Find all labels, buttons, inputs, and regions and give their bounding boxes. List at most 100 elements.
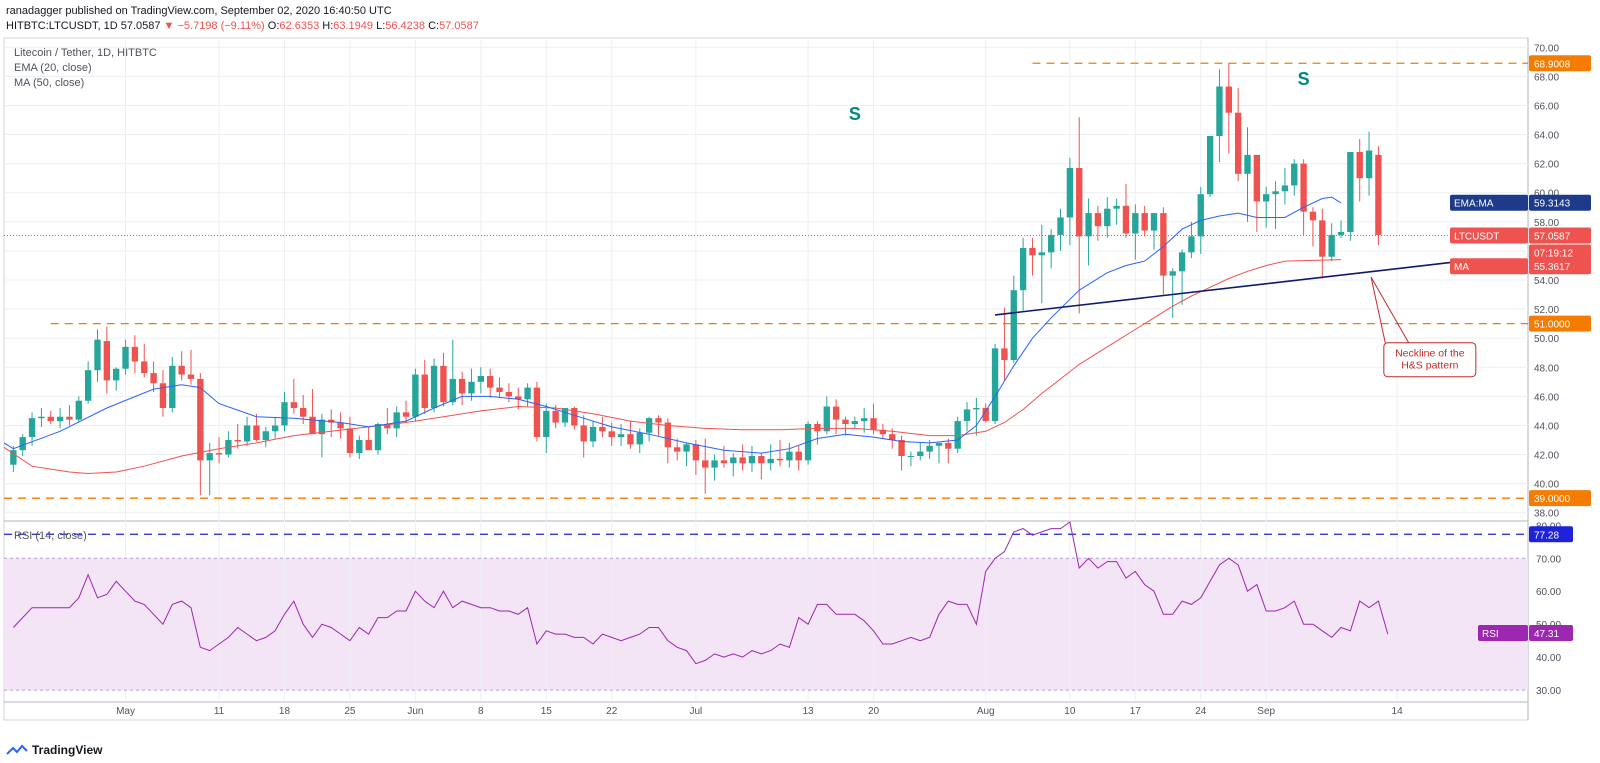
- candle-body: [234, 440, 241, 442]
- publish-line: ranadagger published on TradingView.com,…: [6, 5, 392, 17]
- candle-body: [131, 346, 139, 362]
- candle-body: [1038, 252, 1045, 256]
- rsi-legend[interactable]: RSI (14, close): [14, 530, 87, 542]
- level-tag-text: 68.9008: [1534, 59, 1571, 70]
- candle-body: [627, 434, 634, 445]
- candle-body: [683, 444, 690, 452]
- ma-tag-label: MA: [1454, 262, 1469, 273]
- candle-body: [56, 416, 64, 422]
- level-tag-text: 39.0000: [1534, 494, 1571, 505]
- candle-body: [692, 444, 700, 461]
- candle-body: [945, 442, 952, 449]
- rsi-level-text: 77.28: [1534, 530, 1559, 541]
- callout-box: [1383, 342, 1477, 378]
- candle-body: [1113, 205, 1120, 209]
- chart-title-legend[interactable]: Litecoin / Tether, 1D, HITBTC: [14, 47, 157, 59]
- candle-body: [1281, 185, 1289, 192]
- time-axis[interactable]: May 11 18 25 Jun 8 15 22 Jul 13 20 Aug 10 17 24 Sep 14: [116, 706, 1403, 717]
- candle-body: [1188, 236, 1195, 253]
- candle-body: [655, 418, 662, 423]
- price-axis[interactable]: 38.00 40.00 42.00 44.00 46.00 48.00 50.00 52.00…: [1534, 43, 1559, 519]
- candle-body: [169, 365, 176, 408]
- candle-body: [393, 412, 400, 429]
- shoulder-label: S: [849, 104, 861, 124]
- candle-body: [1347, 152, 1354, 232]
- symbol-ohlc-line: HITBTC:LTCUSDT, 1D 57.0587 ▼ −5.7198 (−9…: [6, 20, 479, 32]
- candle-body: [599, 426, 606, 432]
- candle-body: [1066, 168, 1074, 218]
- candle-body: [159, 383, 167, 408]
- ema-ma-tag-label: EMA:MA: [1454, 199, 1494, 210]
- time-tick-label: 25: [344, 706, 356, 717]
- time-tick-label: 15: [541, 706, 553, 717]
- callout-text: Neckline of the: [1395, 348, 1465, 360]
- candle-body: [1319, 220, 1326, 257]
- time-tick-label: 24: [1195, 706, 1207, 717]
- candle-body: [589, 426, 597, 442]
- candle-body: [1253, 154, 1261, 202]
- candle-body: [1225, 86, 1232, 113]
- candle-body: [412, 374, 419, 417]
- candle-body: [328, 419, 335, 423]
- candle-body: [1132, 213, 1139, 234]
- candle-body: [281, 402, 288, 426]
- symbol-label: HITBTC:LTCUSDT, 1D: [6, 20, 118, 32]
- candle-body: [617, 434, 625, 438]
- tradingview-brand[interactable]: TradingView: [6, 743, 102, 757]
- candle-body: [1122, 205, 1130, 234]
- time-tick-label: 13: [803, 706, 815, 717]
- price-tick-label: 70.00: [1534, 43, 1559, 54]
- price-tick-label: 38.00: [1534, 509, 1559, 520]
- candle-body: [1001, 348, 1008, 360]
- last-price-value: 57.0587: [120, 20, 161, 32]
- price-axis-tags: 68.9008 51.0000 39.0000 EMA:MA 59.3143 LTCUSD…: [1450, 55, 1591, 642]
- candle-body: [113, 368, 120, 381]
- candle-body: [187, 374, 195, 379]
- candle-body: [1291, 163, 1298, 186]
- candle-body: [94, 339, 101, 371]
- candle-body: [1085, 213, 1092, 237]
- candle-body: [842, 419, 849, 424]
- candle-body: [552, 410, 559, 423]
- low-value: 56.4238: [385, 20, 426, 32]
- candle-body: [898, 440, 905, 456]
- candle-body: [973, 408, 980, 410]
- candle-body: [84, 370, 92, 401]
- time-tick-label: Jul: [689, 706, 702, 717]
- candle-body: [1010, 290, 1017, 360]
- candle-body: [178, 365, 185, 375]
- head-shoulders-labels: SS: [849, 69, 1310, 124]
- candle-body: [122, 346, 129, 369]
- candle-body: [1197, 194, 1204, 237]
- ma-legend[interactable]: MA (50, close): [14, 77, 85, 89]
- neckline-trendline[interactable]: [994, 260, 1463, 316]
- candlestick-series[interactable]: [10, 63, 1382, 496]
- rsi-band: [4, 558, 1528, 691]
- candle-body: [851, 421, 859, 424]
- candle-body: [10, 450, 17, 465]
- low-label: L:: [376, 20, 386, 32]
- price-tick-label: 66.00: [1534, 101, 1559, 112]
- candle-body: [870, 418, 877, 430]
- time-tick-label: 10: [1064, 706, 1076, 717]
- last-price-tag-value: 57.0587: [1534, 232, 1571, 243]
- candle-body: [664, 422, 672, 448]
- rsi-level-tag: [1529, 526, 1573, 543]
- ema-legend[interactable]: EMA (20, close): [14, 62, 92, 74]
- time-tick-label: Jun: [407, 706, 423, 717]
- rsi-grid: [4, 533, 1528, 691]
- candle-body: [673, 447, 681, 452]
- candle-body: [1178, 252, 1186, 272]
- candle-body: [19, 437, 26, 451]
- candle-body: [384, 424, 391, 429]
- price-tick-label: 52.00: [1534, 305, 1559, 316]
- rsi-line: [12, 521, 1389, 665]
- candle-body: [739, 457, 746, 464]
- candle-body: [421, 374, 428, 408]
- close-label: C:: [428, 20, 440, 32]
- candle-body: [935, 442, 943, 446]
- candle-body: [449, 378, 456, 403]
